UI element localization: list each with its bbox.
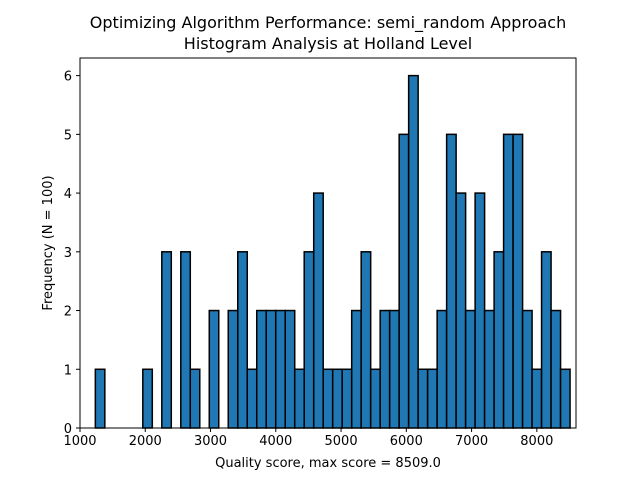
histogram-bar [521, 309, 533, 429]
x-tick-label: 4000 [259, 434, 292, 449]
y-tick-label: 4 [64, 187, 72, 202]
histogram-bar [94, 368, 106, 429]
histogram-bar [350, 309, 362, 429]
histogram-bar [464, 309, 476, 429]
histogram-bar [246, 368, 258, 429]
y-tick-label: 6 [64, 70, 72, 85]
y-tick-label: 2 [64, 305, 72, 320]
histogram-bar [208, 309, 220, 429]
histogram-bar [369, 368, 381, 429]
histogram-bar [265, 309, 277, 429]
histogram-bar [426, 368, 438, 429]
x-tick-label: 8000 [520, 434, 553, 449]
histogram-bar [293, 368, 305, 429]
x-axis-label: Quality score, max score = 8509.0 [215, 456, 441, 471]
histogram-bar [341, 368, 353, 429]
histogram-bar [474, 192, 486, 429]
histogram-bar [379, 309, 391, 429]
histogram-bar [502, 133, 514, 429]
x-tick-label: 2000 [129, 434, 162, 449]
histogram-bar [407, 74, 419, 429]
histogram-bar [180, 251, 192, 429]
histogram-bar [161, 251, 173, 429]
y-axis-label: Frequency (N = 100) [41, 175, 56, 310]
bars-group [94, 74, 571, 429]
x-tick-label: 3000 [194, 434, 227, 449]
histogram-bar [303, 251, 315, 429]
chart-subtitle: Histogram Analysis at Holland Level [184, 34, 472, 53]
histogram-bar [388, 309, 400, 429]
histogram-bar [322, 368, 334, 429]
y-axis-ticks: 0 1 2 3 4 5 6 [64, 70, 80, 437]
x-tick-label: 6000 [390, 434, 423, 449]
histogram-bar [331, 368, 343, 429]
histogram-bar [531, 368, 543, 429]
histogram-bar [550, 309, 562, 429]
histogram-bar [312, 192, 324, 429]
plot-frame [79, 57, 577, 429]
histogram-bar [189, 368, 201, 429]
x-tick-label: 7000 [455, 434, 488, 449]
y-tick-label: 3 [64, 246, 72, 261]
chart-title: Optimizing Algorithm Performance: semi_r… [90, 13, 566, 33]
histogram-bar [360, 251, 372, 429]
histogram-bar [398, 133, 410, 429]
histogram-bar [227, 309, 239, 429]
x-axis-ticks: 1000 2000 3000 4000 5000 6000 7000 8000 [63, 428, 553, 449]
histogram-bar [512, 133, 524, 429]
histogram-bar [559, 368, 571, 429]
histogram-bar [274, 309, 286, 429]
x-tick-label: 5000 [325, 434, 358, 449]
histogram-bar [284, 309, 296, 429]
histogram-bar [142, 368, 154, 429]
histogram-bar [237, 251, 248, 429]
y-tick-label: 1 [64, 363, 72, 378]
histogram-bar [417, 368, 429, 429]
histogram-bar [493, 251, 505, 429]
y-tick-label: 5 [64, 128, 72, 143]
histogram-bar [436, 309, 448, 429]
y-tick-label: 0 [64, 422, 72, 437]
histogram-bar [483, 309, 495, 429]
histogram-bar [455, 192, 467, 429]
x-tick-label: 1000 [63, 434, 96, 449]
histogram-bar [255, 309, 267, 429]
histogram-bar [540, 251, 552, 429]
histogram-bar [445, 133, 457, 429]
